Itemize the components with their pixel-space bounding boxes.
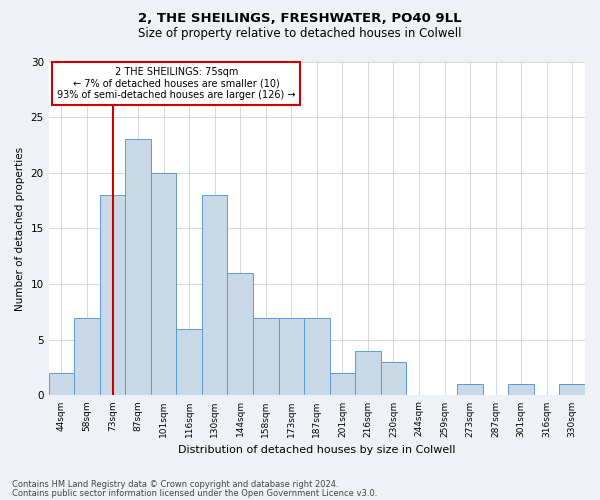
Bar [278,318,304,396]
Text: 2 THE SHEILINGS: 75sqm
← 7% of detached houses are smaller (10)
93% of semi-deta: 2 THE SHEILINGS: 75sqm ← 7% of detached … [57,67,296,100]
Bar [74,318,100,396]
Text: 2, THE SHEILINGS, FRESHWATER, PO40 9LL: 2, THE SHEILINGS, FRESHWATER, PO40 9LL [138,12,462,26]
Bar [151,173,176,396]
Bar [227,273,253,396]
Text: Contains public sector information licensed under the Open Government Licence v3: Contains public sector information licen… [12,488,377,498]
Text: Contains HM Land Registry data © Crown copyright and database right 2024.: Contains HM Land Registry data © Crown c… [12,480,338,489]
Bar [49,373,74,396]
Bar [253,318,278,396]
Bar [457,384,483,396]
Bar [202,195,227,396]
Bar [329,373,355,396]
X-axis label: Distribution of detached houses by size in Colwell: Distribution of detached houses by size … [178,445,455,455]
Bar [125,140,151,396]
Bar [380,362,406,396]
Bar [559,384,585,396]
Text: Size of property relative to detached houses in Colwell: Size of property relative to detached ho… [138,28,462,40]
Bar [508,384,534,396]
Bar [176,328,202,396]
Bar [355,351,380,396]
Y-axis label: Number of detached properties: Number of detached properties [15,146,25,310]
Bar [304,318,329,396]
Bar [100,195,125,396]
